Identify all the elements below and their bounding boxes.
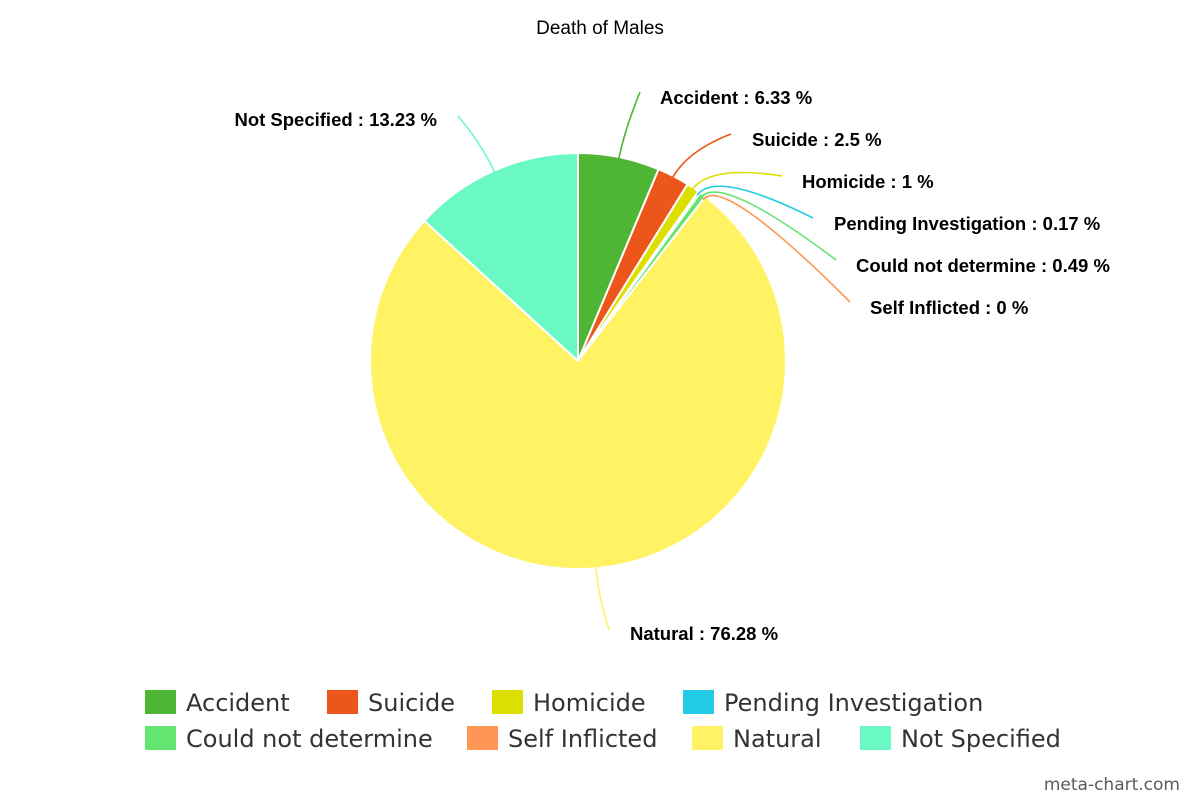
slice-label-natural: Natural : 76.28 % xyxy=(630,623,778,644)
legend-swatch xyxy=(860,726,891,750)
label-connector-accident xyxy=(617,91,641,162)
legend-swatch xyxy=(692,726,723,750)
label-connector-natural xyxy=(594,564,610,631)
watermark: meta-chart.com xyxy=(1044,775,1180,795)
slice-label-not-specified: Not Specified : 13.23 % xyxy=(234,109,437,130)
legend-label: Self Inflicted xyxy=(508,725,657,753)
label-connector-could-not-determine xyxy=(699,191,837,261)
label-connector-suicide xyxy=(670,133,732,181)
legend-swatch xyxy=(145,690,176,714)
label-connector-homicide xyxy=(690,171,783,192)
slice-label-homicide: Homicide : 1 % xyxy=(802,171,934,192)
legend-swatch xyxy=(492,690,523,714)
legend-label: Not Specified xyxy=(901,725,1061,753)
legend: Accident Suicide Homicide Pending Investiga… xyxy=(145,689,1061,753)
legend-item-pending-investigation[interactable]: Pending Investigation xyxy=(683,689,983,717)
legend-label: Natural xyxy=(733,725,822,753)
legend-swatch xyxy=(467,726,498,750)
label-connectors xyxy=(457,91,851,631)
slice-label-suicide: Suicide : 2.5 % xyxy=(752,129,882,150)
slice-label-accident: Accident : 6.33 % xyxy=(660,87,812,108)
legend-item-self-inflicted[interactable]: Self Inflicted xyxy=(467,725,657,753)
pie-slices xyxy=(369,152,787,570)
legend-swatch xyxy=(683,690,714,714)
slice-label-could-not-determine: Could not determine : 0.49 % xyxy=(856,255,1110,276)
legend-item-suicide[interactable]: Suicide xyxy=(327,689,455,717)
legend-label: Accident xyxy=(186,689,290,717)
legend-swatch xyxy=(145,726,176,750)
legend-item-accident[interactable]: Accident xyxy=(145,689,290,717)
legend-label: Pending Investigation xyxy=(724,689,983,717)
chart-title: Death of Males xyxy=(536,18,664,39)
slice-labels: Accident : 6.33 % Suicide : 2.5 % Homicide… xyxy=(234,87,1109,644)
label-connector-self-inflicted xyxy=(702,194,851,303)
legend-item-natural[interactable]: Natural xyxy=(692,725,822,753)
legend-item-homicide[interactable]: Homicide xyxy=(492,689,646,717)
slice-label-self-inflicted: Self Inflicted : 0 % xyxy=(870,297,1028,318)
label-connector-pending-investigation xyxy=(696,185,814,219)
legend-label: Homicide xyxy=(533,689,646,717)
label-connector-not-specified xyxy=(457,115,497,175)
legend-item-not-specified[interactable]: Not Specified xyxy=(860,725,1061,753)
legend-label: Suicide xyxy=(368,689,455,717)
legend-item-could-not-determine[interactable]: Could not determine xyxy=(145,725,433,753)
legend-swatch xyxy=(327,690,358,714)
slice-label-pending-investigation: Pending Investigation : 0.17 % xyxy=(834,213,1100,234)
legend-label: Could not determine xyxy=(186,725,433,753)
